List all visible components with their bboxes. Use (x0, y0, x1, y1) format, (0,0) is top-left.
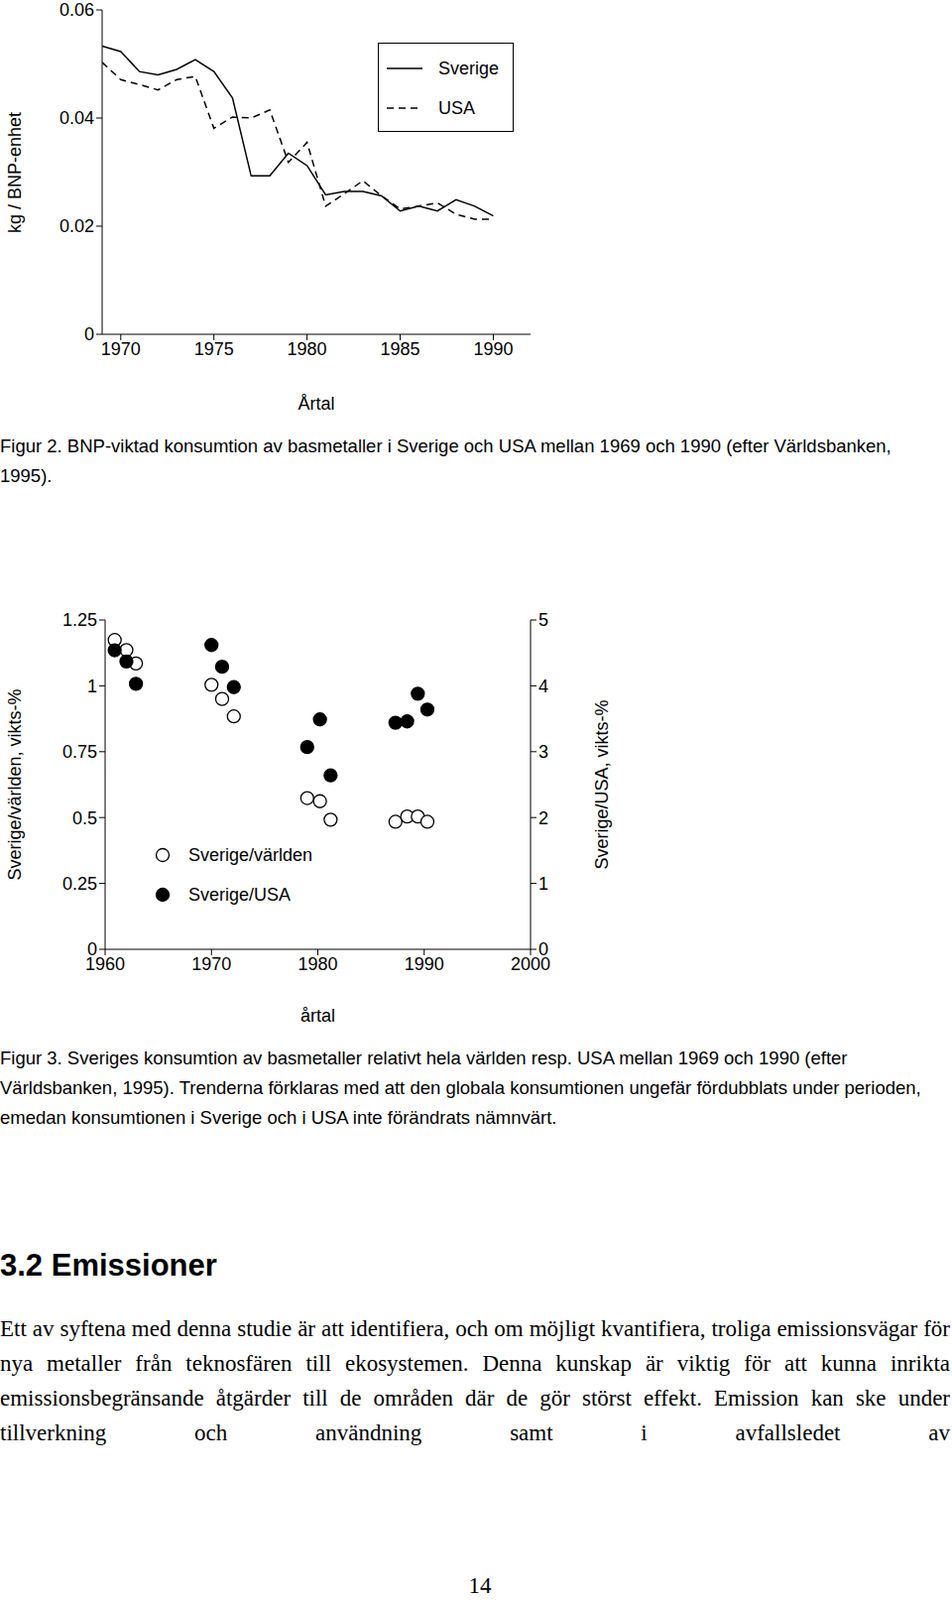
html-text:kg / BNP-enhet: kg / BNP-enhet (4, 111, 25, 233)
svg-text:5: 5 (538, 609, 549, 630)
svg-text:0: 0 (538, 939, 549, 959)
svg-text:1990: 1990 (404, 953, 445, 974)
svg-text:1975: 1975 (194, 339, 235, 359)
svg-text:1980: 1980 (297, 953, 338, 974)
svg-text:0: 0 (84, 324, 95, 345)
html-text:Sverige/världen: Sverige/världen (188, 844, 313, 865)
svg-text:0.5: 0.5 (72, 808, 98, 829)
svg-text:0.06: 0.06 (59, 0, 95, 20)
svg-text:4: 4 (538, 676, 549, 697)
svg-text:3: 3 (538, 741, 549, 762)
svg-text:2000: 2000 (510, 953, 551, 974)
html-text:3.2 Emissioner: 3.2 Emissioner (0, 1247, 217, 1283)
svg-text:0.75: 0.75 (62, 741, 98, 762)
html-text:Figur 3. Sveriges konsumtion a: Figur 3. Sveriges konsumtion av basmetal… (0, 1047, 921, 1128)
html-text:USA: USA (438, 97, 476, 118)
html-text:Sverige/USA, vikts-%: Sverige/USA, vikts-% (591, 699, 612, 870)
svg-text:1985: 1985 (379, 339, 420, 359)
svg-text:1980: 1980 (287, 339, 328, 359)
svg-text:2: 2 (538, 808, 549, 829)
html-text:Sverige/USA: Sverige/USA (188, 884, 291, 904)
svg-text:1: 1 (538, 873, 549, 894)
svg-text:0.04: 0.04 (59, 108, 95, 128)
svg-text:1: 1 (87, 676, 98, 697)
svg-text:1970: 1970 (101, 339, 141, 359)
svg-text:0.25: 0.25 (62, 873, 98, 894)
html-text:14: 14 (468, 1572, 492, 1598)
svg-text:1.25: 1.25 (62, 609, 98, 630)
html-text:Sverige/världen, vikts-%: Sverige/världen, vikts-% (4, 688, 25, 881)
html-text:Figur 2. BNP-viktad konsumtion: Figur 2. BNP-viktad konsumtion av basmet… (0, 435, 892, 486)
svg-text:1990: 1990 (473, 339, 513, 359)
html-text:Årtal: Årtal (297, 393, 335, 414)
svg-text:0.02: 0.02 (59, 216, 95, 237)
svg-text:0: 0 (87, 939, 98, 959)
html-text:Sverige: Sverige (438, 58, 499, 78)
html-text:Ett av syftena med denna studi: Ett av syftena med denna studie är att i… (0, 1315, 951, 1445)
svg-text:1970: 1970 (191, 953, 232, 974)
svg-text:1960: 1960 (85, 953, 125, 974)
html-text:årtal: årtal (300, 1005, 336, 1025)
